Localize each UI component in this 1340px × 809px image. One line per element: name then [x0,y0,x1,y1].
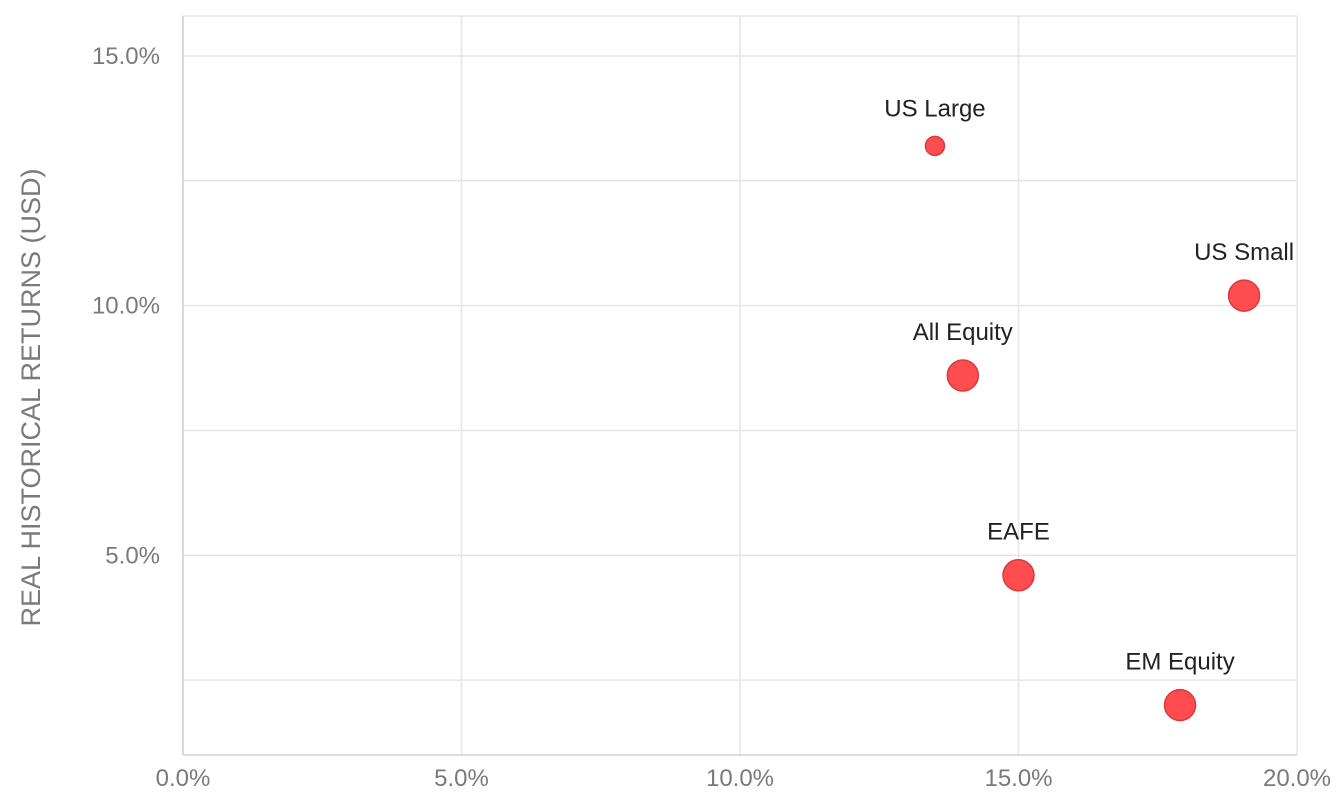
data-point-label: US Large [884,95,985,122]
tick-labels: 0.0% 5.0% 10.0% 15.0% 20.0% 5.0% 10.0% 15.0% [92,43,1331,792]
y-tick-label: 10.0% [92,293,160,320]
data-point-label: EAFE [987,519,1050,546]
data-point [924,135,946,157]
point-labels: US Large US Small All Equity EAFE EM Equity [884,95,1294,675]
data-point [946,359,980,392]
data-point [1163,688,1197,722]
x-tick-label: 5.0% [434,765,489,792]
data-point-label: EM Equity [1125,649,1234,676]
data-points [924,135,1261,722]
x-tick-label: 0.0% [156,765,211,792]
data-point [1002,558,1035,592]
x-tick-label: 10.0% [706,765,774,792]
data-point-label: All Equity [913,319,1013,346]
y-tick-label: 5.0% [105,542,160,569]
data-point-label: US Small [1194,239,1294,266]
y-axis-title: REAL HISTORICAL RETURNS (USD) [16,168,46,626]
x-tick-label: 20.0% [1263,765,1331,792]
axes [182,16,1297,756]
data-point [1227,279,1261,312]
y-tick-label: 15.0% [92,43,160,70]
grid-lines [182,15,1298,755]
x-tick-label: 15.0% [984,765,1052,792]
